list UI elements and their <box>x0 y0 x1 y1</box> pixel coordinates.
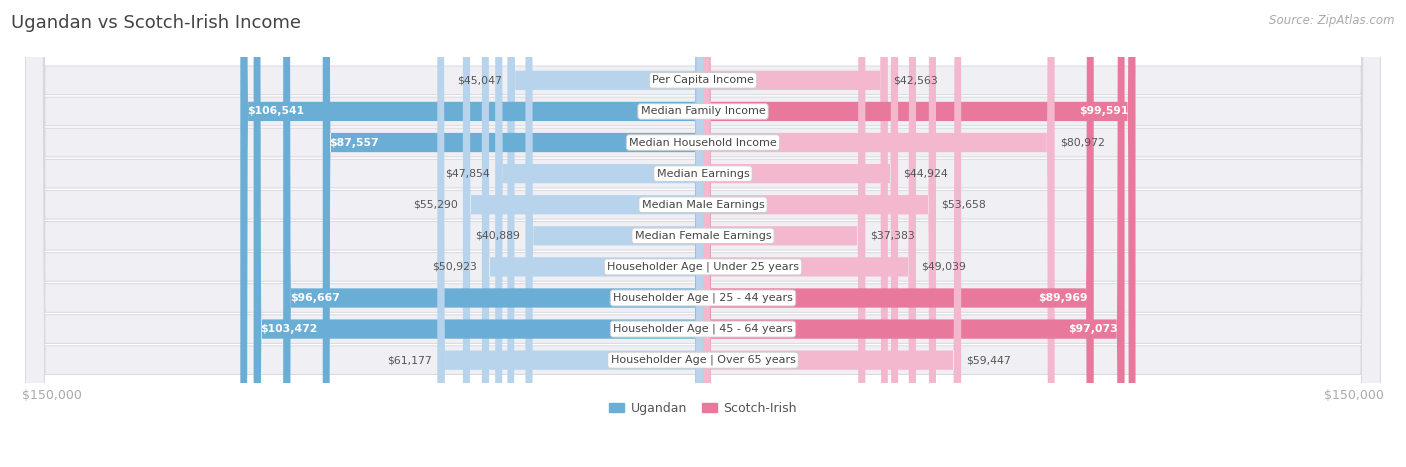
Text: Median Female Earnings: Median Female Earnings <box>634 231 772 241</box>
Text: Median Family Income: Median Family Income <box>641 106 765 116</box>
FancyBboxPatch shape <box>25 0 1381 467</box>
Text: Householder Age | Under 25 years: Householder Age | Under 25 years <box>607 262 799 272</box>
FancyBboxPatch shape <box>25 0 1381 467</box>
Text: Householder Age | 45 - 64 years: Householder Age | 45 - 64 years <box>613 324 793 334</box>
FancyBboxPatch shape <box>703 0 887 467</box>
Text: $99,591: $99,591 <box>1080 106 1129 116</box>
Text: $44,924: $44,924 <box>903 169 948 178</box>
Text: Source: ZipAtlas.com: Source: ZipAtlas.com <box>1270 14 1395 27</box>
FancyBboxPatch shape <box>25 0 1381 467</box>
FancyBboxPatch shape <box>703 0 962 467</box>
Text: $47,854: $47,854 <box>446 169 489 178</box>
FancyBboxPatch shape <box>253 0 703 467</box>
FancyBboxPatch shape <box>25 0 1381 467</box>
FancyBboxPatch shape <box>703 0 936 467</box>
Text: $89,969: $89,969 <box>1038 293 1087 303</box>
FancyBboxPatch shape <box>703 0 1054 467</box>
FancyBboxPatch shape <box>482 0 703 467</box>
FancyBboxPatch shape <box>703 0 1125 467</box>
Text: $96,667: $96,667 <box>290 293 340 303</box>
Text: $61,177: $61,177 <box>388 355 432 365</box>
FancyBboxPatch shape <box>25 0 1381 467</box>
FancyBboxPatch shape <box>25 0 1381 467</box>
Text: $49,039: $49,039 <box>921 262 966 272</box>
Text: $42,563: $42,563 <box>893 75 938 85</box>
Text: $45,047: $45,047 <box>457 75 502 85</box>
Text: $50,923: $50,923 <box>432 262 477 272</box>
FancyBboxPatch shape <box>283 0 703 467</box>
Text: Median Male Earnings: Median Male Earnings <box>641 200 765 210</box>
FancyBboxPatch shape <box>25 0 1381 467</box>
FancyBboxPatch shape <box>703 0 898 467</box>
Text: $59,447: $59,447 <box>966 355 1011 365</box>
Text: $106,541: $106,541 <box>247 106 304 116</box>
Text: $37,383: $37,383 <box>870 231 915 241</box>
Text: $103,472: $103,472 <box>260 324 318 334</box>
Text: $80,972: $80,972 <box>1060 137 1105 148</box>
Text: Ugandan vs Scotch-Irish Income: Ugandan vs Scotch-Irish Income <box>11 14 301 32</box>
Text: Median Earnings: Median Earnings <box>657 169 749 178</box>
FancyBboxPatch shape <box>526 0 703 467</box>
FancyBboxPatch shape <box>25 0 1381 467</box>
Text: $53,658: $53,658 <box>941 200 986 210</box>
Text: $55,290: $55,290 <box>413 200 458 210</box>
FancyBboxPatch shape <box>508 0 703 467</box>
FancyBboxPatch shape <box>463 0 703 467</box>
FancyBboxPatch shape <box>25 0 1381 467</box>
FancyBboxPatch shape <box>703 0 915 467</box>
Text: Householder Age | Over 65 years: Householder Age | Over 65 years <box>610 355 796 365</box>
FancyBboxPatch shape <box>495 0 703 467</box>
Text: Per Capita Income: Per Capita Income <box>652 75 754 85</box>
Text: Householder Age | 25 - 44 years: Householder Age | 25 - 44 years <box>613 293 793 303</box>
FancyBboxPatch shape <box>240 0 703 467</box>
FancyBboxPatch shape <box>323 0 703 467</box>
Text: $87,557: $87,557 <box>329 137 378 148</box>
FancyBboxPatch shape <box>703 0 1136 467</box>
Text: $40,889: $40,889 <box>475 231 520 241</box>
Text: Median Household Income: Median Household Income <box>628 137 778 148</box>
Text: $97,073: $97,073 <box>1069 324 1118 334</box>
FancyBboxPatch shape <box>437 0 703 467</box>
FancyBboxPatch shape <box>703 0 1094 467</box>
Legend: Ugandan, Scotch-Irish: Ugandan, Scotch-Irish <box>605 396 801 420</box>
FancyBboxPatch shape <box>703 0 865 467</box>
FancyBboxPatch shape <box>25 0 1381 467</box>
